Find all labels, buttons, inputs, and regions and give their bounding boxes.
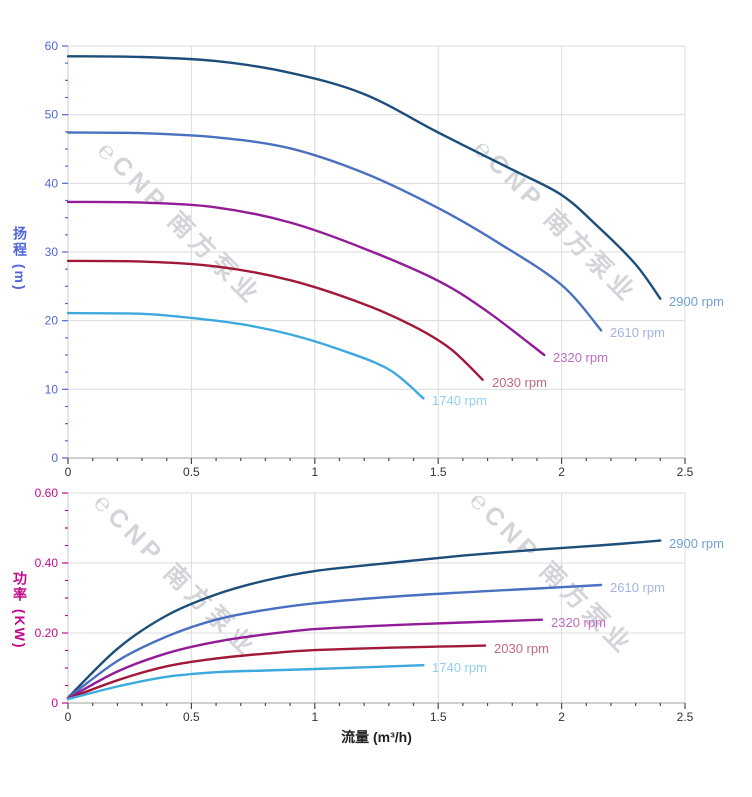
series-path-2900-rpm — [66, 55, 662, 300]
series-path-2610-rpm — [66, 131, 603, 332]
y-tick-label: 0 — [51, 451, 58, 465]
flow-axis-title: 流量 (m³/h) — [341, 729, 412, 745]
rpm-label-2610-rpm: 2610 rpm — [610, 325, 665, 340]
series-path-2030-rpm — [66, 644, 487, 700]
x-tick-label: 1 — [311, 465, 318, 479]
series-path-1740-rpm — [66, 311, 425, 400]
rpm-label-2320-rpm: 2320 rpm — [551, 615, 606, 630]
x-tick-label: 1.5 — [430, 465, 447, 479]
y-tick-label: 0.20 — [35, 626, 59, 640]
rpm-label-1740-rpm: 1740 rpm — [432, 660, 487, 675]
y-tick-label: 60 — [45, 39, 59, 53]
series-path-2320-rpm — [66, 618, 544, 700]
x-tick-label: 2.5 — [677, 710, 694, 724]
series-path-2320-rpm — [66, 200, 546, 357]
y-tick-label: 30 — [45, 245, 59, 259]
x-tick-label: 1.5 — [430, 710, 447, 724]
series-path-2030-rpm — [66, 259, 484, 381]
y-tick-label: 0 — [51, 696, 58, 710]
rpm-label-2900-rpm: 2900 rpm — [669, 536, 724, 551]
rpm-label-1740-rpm: 1740 rpm — [432, 393, 487, 408]
rpm-label-2320-rpm: 2320 rpm — [553, 350, 608, 365]
head-axis-title: 扬程 (m) — [12, 226, 28, 292]
y-tick-label: 40 — [45, 176, 59, 190]
x-tick-label: 2.5 — [677, 465, 694, 479]
y-tick-label: 50 — [45, 108, 59, 122]
x-tick-label: 1 — [311, 710, 318, 724]
rpm-label-2610-rpm: 2610 rpm — [610, 580, 665, 595]
series-path-1740-rpm — [66, 664, 425, 701]
x-tick-label: 0 — [65, 710, 72, 724]
series-path-2610-rpm — [66, 583, 603, 700]
power-axis-title: 功率 (KW) — [12, 571, 28, 650]
y-tick-label: 0.60 — [35, 486, 59, 500]
rpm-label-2030-rpm: 2030 rpm — [494, 641, 549, 656]
y-tick-label: 20 — [45, 314, 59, 328]
y-tick-label: 10 — [45, 382, 59, 396]
x-tick-label: 2 — [558, 465, 565, 479]
x-tick-label: 0.5 — [183, 710, 200, 724]
y-tick-label: 0.40 — [35, 556, 59, 570]
x-tick-label: 2 — [558, 710, 565, 724]
rpm-label-2030-rpm: 2030 rpm — [492, 375, 547, 390]
x-tick-label: 0 — [65, 465, 72, 479]
x-tick-label: 0.5 — [183, 465, 200, 479]
rpm-label-2900-rpm: 2900 rpm — [669, 294, 724, 309]
series-path-2900-rpm — [66, 539, 662, 699]
